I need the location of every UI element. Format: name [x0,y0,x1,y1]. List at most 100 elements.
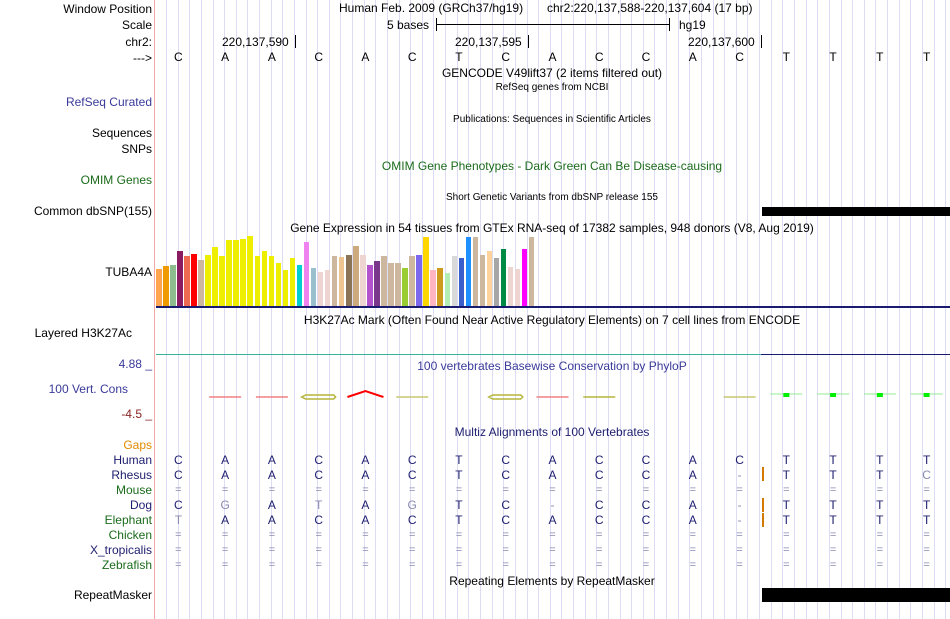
gtex-tissue-bar[interactable] [451,256,458,306]
gtex-tissue-bar[interactable] [170,264,176,306]
gtex-tissue-bar[interactable] [310,268,317,306]
repeatmasker-feature[interactable] [762,588,950,602]
track-label-gtex[interactable]: TUBA4A [105,265,152,279]
gtex-tissue-bar[interactable] [219,256,225,306]
gtex-tissue-bar[interactable] [416,254,422,306]
gtex-tissue-bar[interactable] [261,251,268,306]
track-label-dbsnp[interactable]: Common dbSNP(155) [33,204,152,218]
publications-title[interactable]: Publications: Sequences in Scientific Ar… [453,114,651,125]
gtex-tissue-bar[interactable] [254,256,261,306]
gtex-tissue-bar[interactable] [409,256,415,306]
gtex-tissue-bar[interactable] [472,236,479,306]
multiz-title[interactable]: Multiz Alignments of 100 Vertebrates [454,425,650,439]
track-label-omim[interactable]: OMIM Genes [80,173,152,187]
alignment-base: = [642,559,650,571]
strand-toggle[interactable]: ---> [133,51,152,65]
gtex-tissue-bar[interactable] [493,258,500,306]
dbsnp-feature[interactable] [762,207,950,216]
gtex-tissue-bar[interactable] [346,254,352,306]
gtex-tissue-bar[interactable] [486,251,493,306]
gtex-tissue-bar[interactable] [430,269,436,306]
gtex-tissue-bar[interactable] [465,236,472,306]
phylop-title[interactable]: 100 vertebrates Basewise Conservation by… [417,359,687,373]
gtex-tissue-bar[interactable] [479,254,486,306]
species-label-mouse[interactable]: Mouse [115,483,152,497]
gtex-tissue-bar[interactable] [191,254,197,306]
species-label-x_tropicalis[interactable]: X_tropicalis [89,543,152,557]
grid-line [910,0,911,619]
omim-title[interactable]: OMIM Gene Phenotypes - Dark Green Can Be… [381,159,723,173]
track-label-phylop[interactable]: 100 Vert. Cons [48,382,128,396]
alignment-base: = [596,559,603,571]
gtex-tissue-bar[interactable] [275,263,282,306]
gtex-tissue-bar[interactable] [198,259,204,306]
gtex-title[interactable]: Gene Expression in 54 tissues from GTEx … [290,221,814,235]
gtex-tissue-bar[interactable] [353,245,359,306]
gtex-tissue-bar[interactable] [324,270,331,306]
alignment-base: C [407,468,417,482]
track-label-snps[interactable]: SNPs [121,142,152,156]
gtex-tissue-bar[interactable] [444,273,451,306]
refseq-title[interactable]: RefSeq genes from NCBI [495,82,609,93]
gtex-bar-chart[interactable] [156,236,536,306]
repeat-title[interactable]: Repeating Elements by RepeatMasker [449,574,655,588]
gtex-tissue-bar[interactable] [338,257,345,306]
phylop-plot[interactable] [155,385,950,405]
track-label-h3k27ac[interactable]: Layered H3K27Ac [34,326,132,340]
gtex-tissue-bar[interactable] [226,239,232,306]
gtex-tissue-bar[interactable] [500,248,507,306]
gtex-tissue-bar[interactable] [374,260,380,306]
gtex-tissue-bar[interactable] [331,256,338,306]
alignment-base: = [736,484,743,496]
gtex-tissue-bar[interactable] [388,263,394,306]
gtex-tissue-bar[interactable] [303,241,310,306]
species-label-dog[interactable]: Dog [129,498,152,512]
track-label-refseq[interactable]: RefSeq Curated [65,95,152,109]
gtex-tissue-bar[interactable] [184,256,190,306]
grid-line [410,0,411,619]
gtex-tissue-bar[interactable] [212,246,218,306]
gtex-tissue-bar[interactable] [423,236,429,306]
grid-line [713,0,714,619]
species-label-rhesus[interactable]: Rhesus [111,468,152,482]
gtex-tissue-bar[interactable] [240,238,246,306]
h3k27ac-signal-line [156,354,761,355]
gencode-title[interactable]: GENCODE V49lift37 (2 items filtered out) [441,66,663,80]
alignment-base: = [362,484,369,496]
gtex-tissue-bar[interactable] [156,268,162,306]
h3k27ac-title[interactable]: H3K27Ac Mark (Often Found Near Active Re… [303,313,801,327]
gtex-tissue-bar[interactable] [395,262,401,306]
gtex-tissue-bar[interactable] [205,254,211,306]
species-label-elephant[interactable]: Elephant [104,513,152,527]
gtex-tissue-bar[interactable] [233,240,239,306]
gtex-tissue-bar[interactable] [268,255,275,306]
gtex-tissue-bar[interactable] [296,264,303,306]
track-label-gaps[interactable]: Gaps [123,438,152,452]
grid-line [399,0,400,619]
gtex-tissue-bar[interactable] [177,251,183,306]
gtex-tissue-bar[interactable] [367,265,373,306]
gtex-tissue-bar[interactable] [437,267,443,306]
gtex-tissue-bar[interactable] [163,266,169,306]
gtex-tissue-bar[interactable] [247,236,253,306]
gtex-tissue-bar[interactable] [458,258,465,306]
gtex-tissue-bar[interactable] [402,267,408,306]
gtex-tissue-bar[interactable] [381,256,387,306]
gtex-tissue-bar[interactable] [521,249,528,306]
species-label-human[interactable]: Human [113,453,152,467]
alignment-base: = [549,484,556,496]
alignment-base: A [221,513,230,527]
gtex-tissue-bar[interactable] [282,270,289,306]
gtex-tissue-bar[interactable] [317,272,324,306]
species-label-zebrafish[interactable]: Zebrafish [101,558,152,572]
dbsnp-title[interactable]: Short Genetic Variants from dbSNP releas… [446,192,658,203]
gtex-tissue-bar[interactable] [289,258,296,306]
gtex-tissue-bar[interactable] [514,268,521,306]
track-label-repeatmasker[interactable]: RepeatMasker [73,588,152,602]
gtex-tissue-bar[interactable] [360,254,366,306]
coord-tick-2: 220,137,595 [455,35,522,49]
gtex-tissue-bar[interactable] [507,266,514,306]
track-label-sequences[interactable]: Sequences [91,126,152,140]
gtex-tissue-bar[interactable] [528,236,535,306]
species-label-chicken[interactable]: Chicken [108,528,152,542]
